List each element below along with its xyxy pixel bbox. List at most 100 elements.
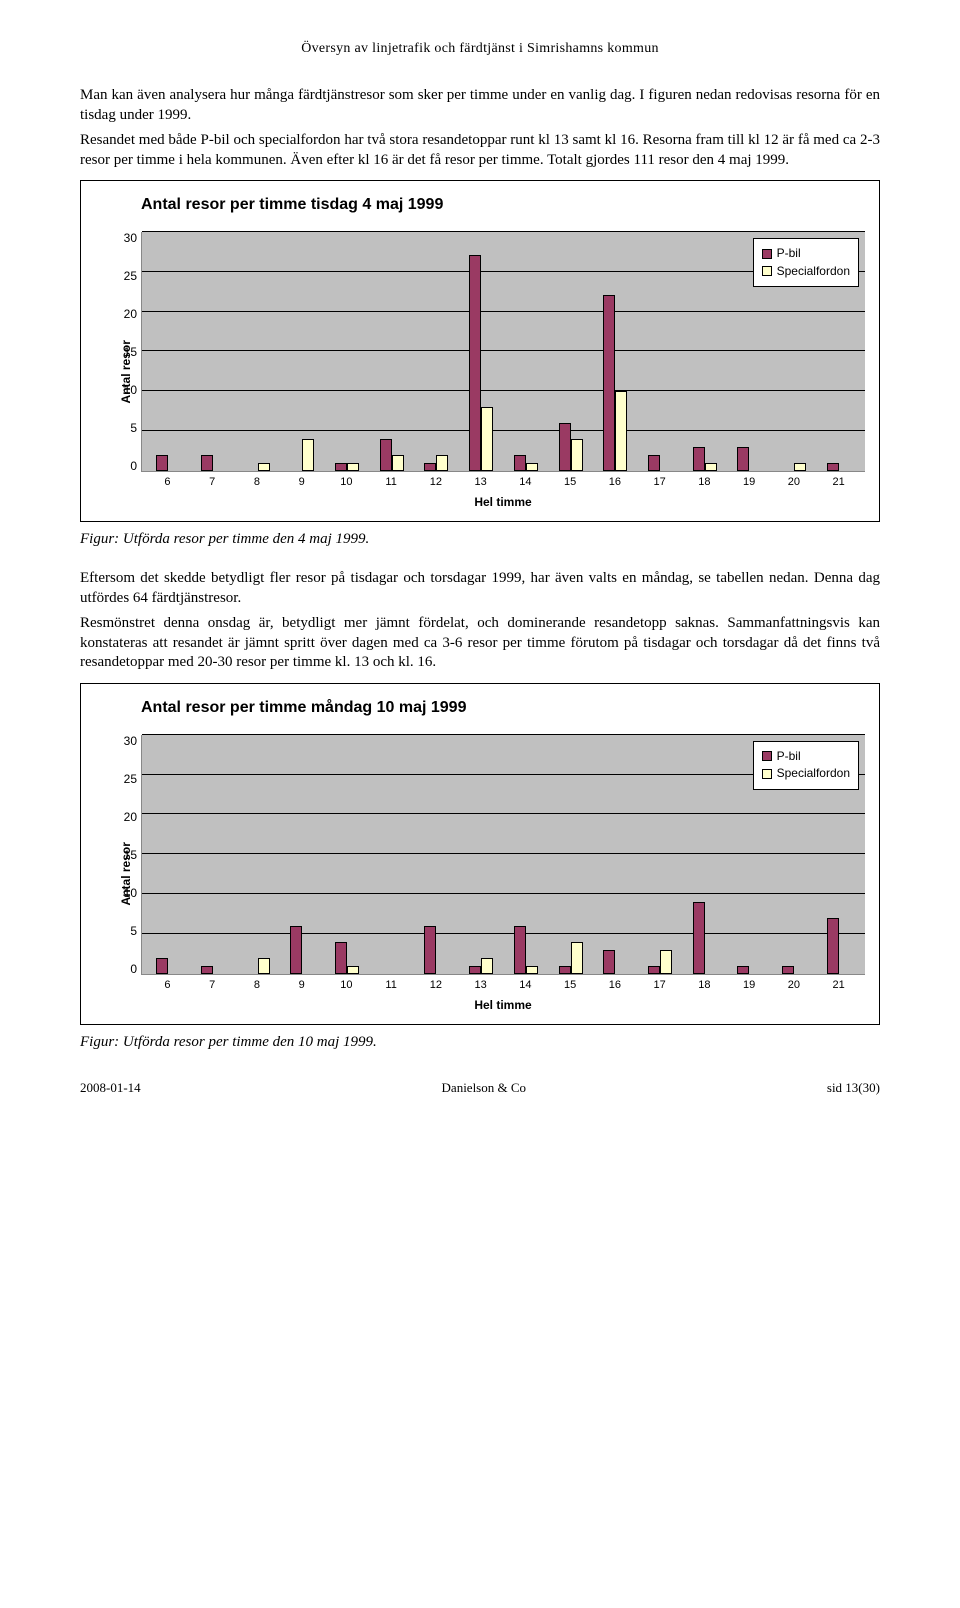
bar-pbil	[693, 447, 705, 471]
chart-1-title: Antal resor per timme tisdag 4 maj 1999	[141, 195, 865, 216]
ytick: 30	[115, 232, 137, 244]
ytick: 5	[115, 925, 137, 937]
xtick: 8	[235, 475, 280, 489]
xtick: 7	[190, 475, 235, 489]
bar-pbil	[737, 447, 749, 471]
bar-pbil	[603, 950, 615, 974]
xtick: 8	[235, 978, 280, 992]
ytick: 5	[115, 422, 137, 434]
ytick: 0	[115, 963, 137, 975]
paragraph-3: Eftersom det skedde betydligt fler resor…	[80, 569, 880, 608]
bar-group	[638, 455, 683, 471]
bar-pbil	[559, 423, 571, 471]
bar-group	[727, 966, 772, 974]
footer-author: Danielson & Co	[442, 1080, 527, 1097]
page-header: Översyn av linjetrafik och färdtjänst i …	[80, 40, 880, 58]
bar-pbil	[737, 966, 749, 974]
xtick: 15	[548, 978, 593, 992]
bar-special	[615, 391, 627, 471]
bar-pbil	[559, 966, 571, 974]
chart-2-plot: P-bil Specialfordon	[141, 735, 865, 975]
bar-pbil	[201, 455, 213, 471]
xtick: 17	[637, 475, 682, 489]
bar-pbil	[514, 926, 526, 974]
bar-group	[816, 463, 861, 471]
bar-special	[526, 463, 538, 471]
footer-date: 2008-01-14	[80, 1080, 141, 1097]
chart-1-ylabel: Antal resor	[119, 340, 135, 403]
bar-special	[571, 942, 583, 974]
xtick: 12	[414, 978, 459, 992]
bar-pbil	[603, 295, 615, 471]
xtick: 13	[458, 978, 503, 992]
chart-1-xticks: 6789101112131415161718192021	[141, 475, 865, 489]
xtick: 14	[503, 475, 548, 489]
bar-special	[794, 463, 806, 471]
chart-2-title: Antal resor per timme måndag 10 maj 1999	[141, 698, 865, 719]
xtick: 9	[279, 978, 324, 992]
bar-group	[727, 447, 772, 471]
bar-group	[280, 926, 325, 974]
bar-pbil	[156, 455, 168, 471]
bar-group	[191, 455, 236, 471]
bar-pbil	[424, 463, 436, 471]
bar-pbil	[335, 942, 347, 974]
xtick: 7	[190, 978, 235, 992]
bar-special	[481, 407, 493, 471]
bar-group	[146, 455, 191, 471]
xtick: 11	[369, 475, 414, 489]
bar-special	[436, 455, 448, 471]
xtick: 16	[593, 475, 638, 489]
paragraph-1: Man kan även analysera hur många färdtjä…	[80, 86, 880, 125]
bar-group	[504, 455, 549, 471]
ytick: 25	[115, 270, 137, 282]
xtick: 10	[324, 475, 369, 489]
chart-1-plot: P-bil Specialfordon	[141, 232, 865, 472]
caption-2: Figur: Utförda resor per timme den 10 ma…	[80, 1033, 880, 1053]
xtick: 20	[772, 475, 817, 489]
bar-pbil	[156, 958, 168, 974]
bar-group	[414, 455, 459, 471]
xtick: 12	[414, 475, 459, 489]
bar-group	[459, 958, 504, 974]
bar-special	[258, 958, 270, 974]
bar-group	[235, 958, 280, 974]
bar-pbil	[693, 902, 705, 974]
xtick: 11	[369, 978, 414, 992]
xtick: 20	[772, 978, 817, 992]
bar-group	[593, 950, 638, 974]
bar-special	[392, 455, 404, 471]
chart-2-ylabel-wrap: Antal resor	[95, 735, 115, 1014]
bar-pbil	[290, 926, 302, 974]
xtick: 21	[816, 475, 861, 489]
bar-group	[191, 966, 236, 974]
bar-pbil	[201, 966, 213, 974]
bar-pbil	[648, 966, 660, 974]
chart-1-bars	[142, 232, 865, 471]
bar-group	[682, 447, 727, 471]
paragraph-4: Resmönstret denna onsdag är, betydligt m…	[80, 614, 880, 673]
ytick: 25	[115, 773, 137, 785]
bar-pbil	[335, 463, 347, 471]
xtick: 14	[503, 978, 548, 992]
bar-pbil	[380, 439, 392, 471]
chart-2-bars	[142, 735, 865, 974]
xtick: 19	[727, 978, 772, 992]
xtick: 19	[727, 475, 772, 489]
bar-special	[347, 463, 359, 471]
ytick: 30	[115, 735, 137, 747]
bar-group	[325, 942, 370, 974]
bar-group	[325, 463, 370, 471]
bar-special	[258, 463, 270, 471]
ytick: 20	[115, 811, 137, 823]
bar-special	[571, 439, 583, 471]
caption-1: Figur: Utförda resor per timme den 4 maj…	[80, 530, 880, 550]
bar-group	[682, 902, 727, 974]
bar-special	[705, 463, 717, 471]
footer-page: sid 13(30)	[827, 1080, 880, 1097]
chart-1-xlabel: Hel timme	[141, 495, 865, 511]
page-footer: 2008-01-14 Danielson & Co sid 13(30)	[80, 1080, 880, 1097]
bar-group	[235, 463, 280, 471]
bar-group	[772, 463, 817, 471]
paragraph-2: Resandet med både P-bil och specialfordo…	[80, 131, 880, 170]
